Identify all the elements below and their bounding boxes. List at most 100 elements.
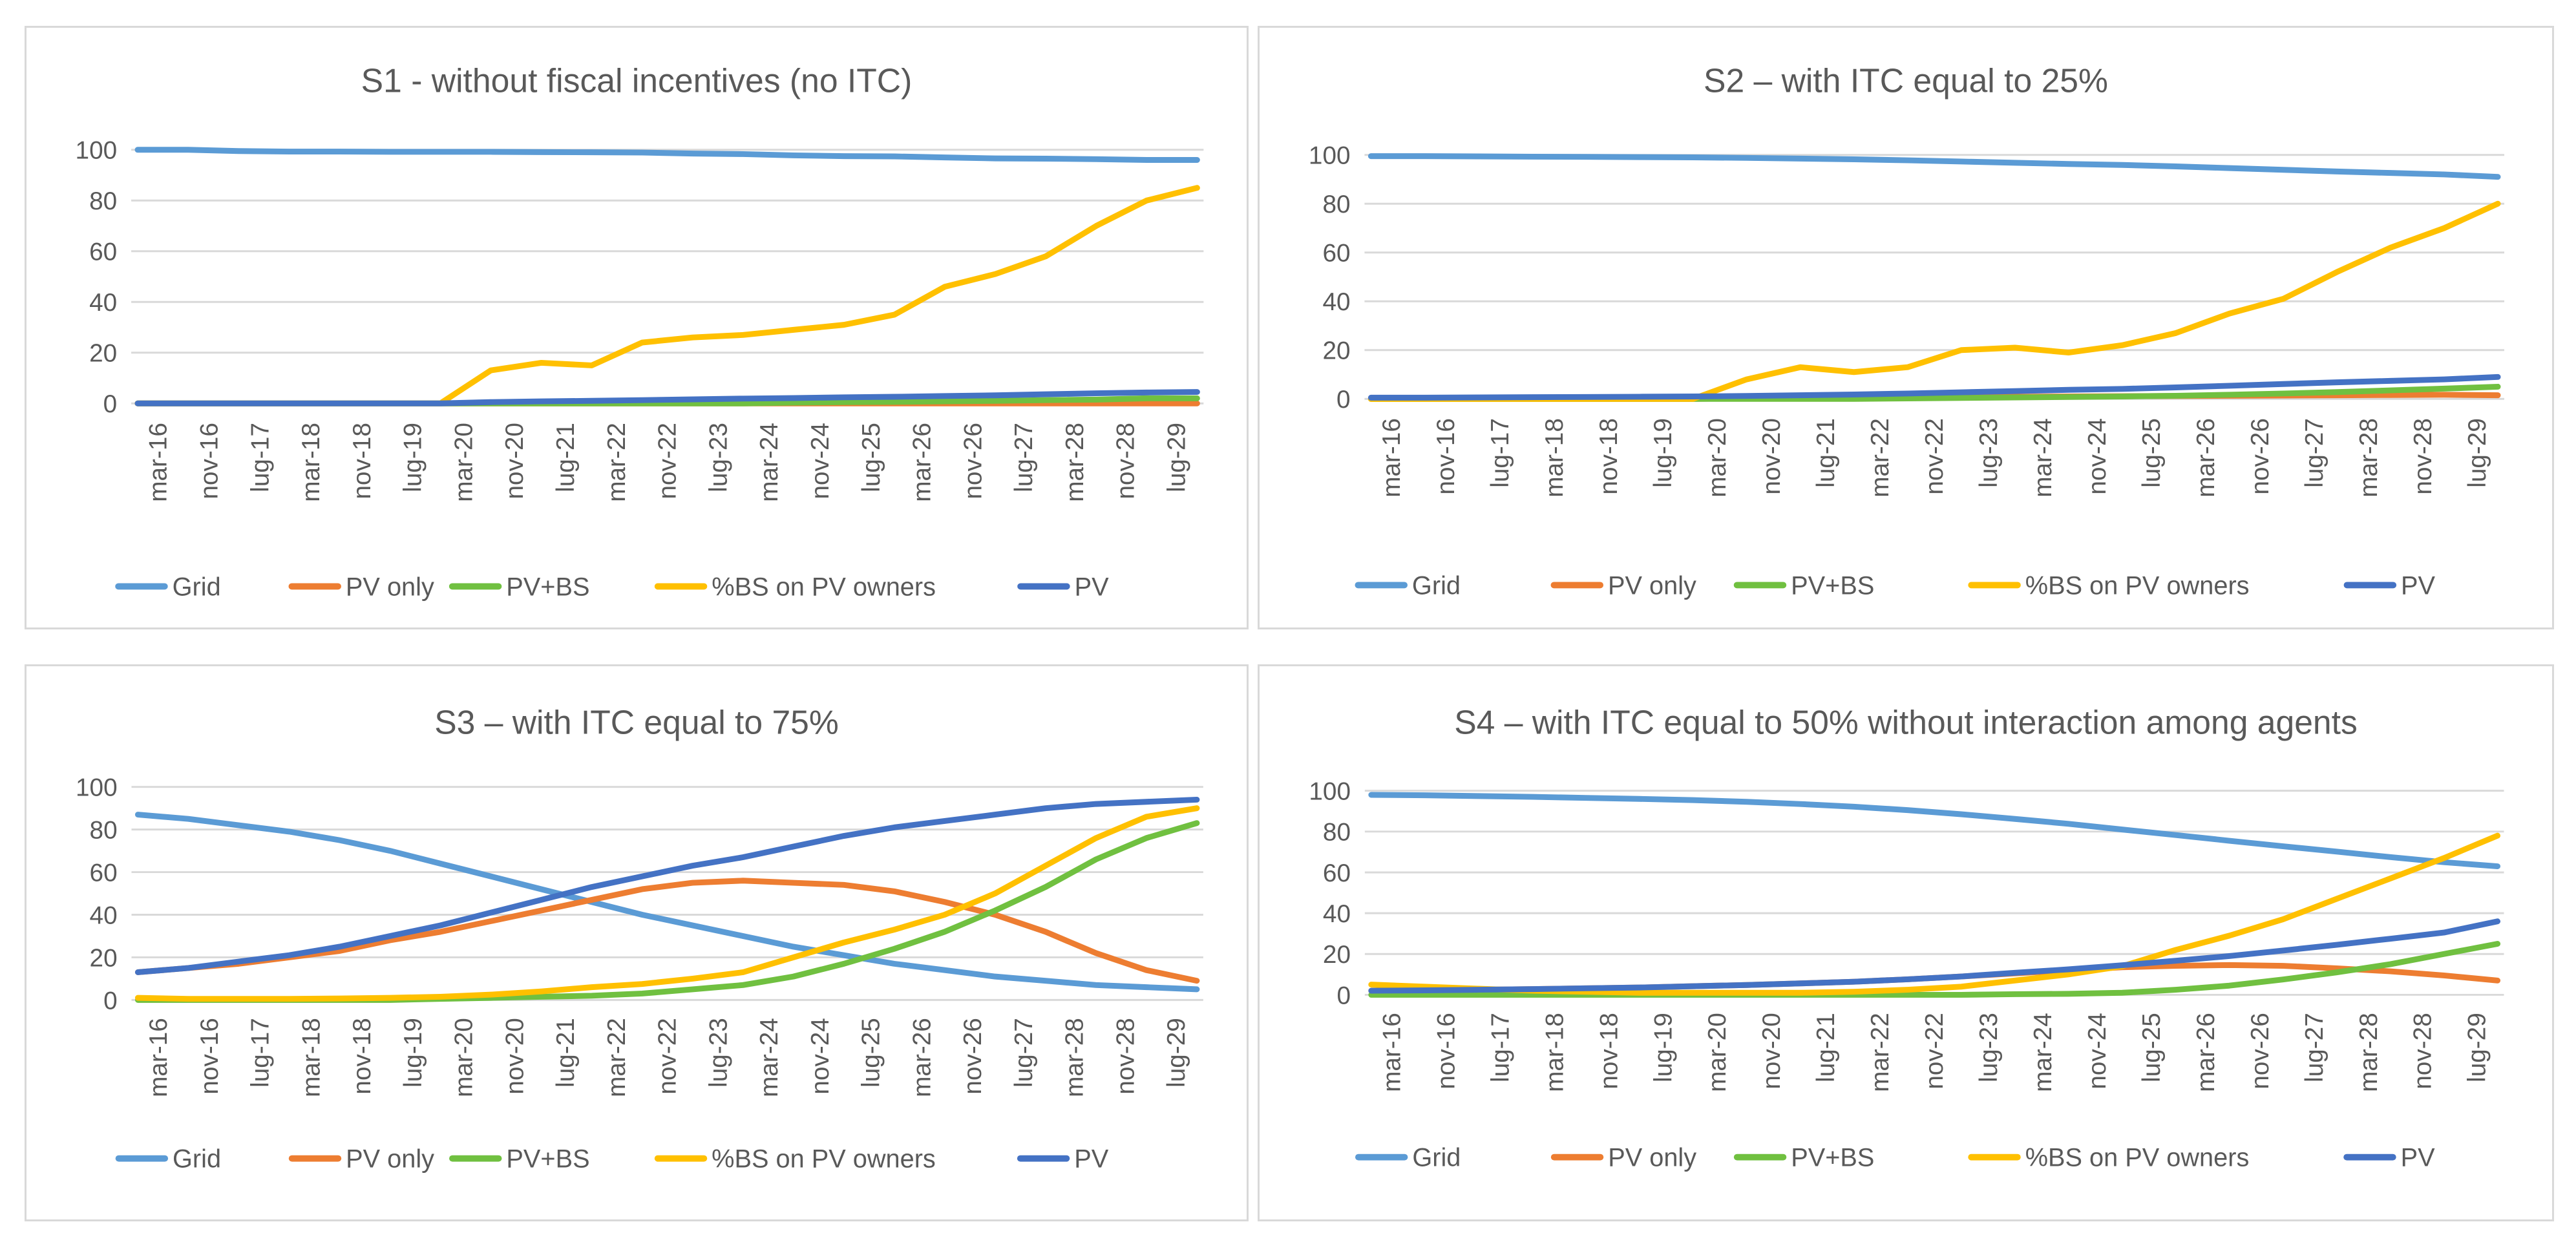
legend-label: PV <box>1074 1145 1108 1174</box>
y-tick-label: 80 <box>1322 191 1350 218</box>
x-tick-label: lug-23 <box>1975 418 2003 488</box>
series-line <box>134 820 1200 1003</box>
x-tick-label: mar-24 <box>2029 1013 2057 1092</box>
x-tick-label: mar-20 <box>450 423 478 502</box>
x-tick-label: lug-17 <box>247 1018 275 1088</box>
series-line <box>1368 792 2501 869</box>
x-tick-label: lug-23 <box>704 1018 732 1088</box>
x-tick-label: nov-16 <box>195 423 223 499</box>
y-tick-label: 60 <box>1322 240 1350 268</box>
legend-label: PV+BS <box>506 1145 589 1174</box>
x-tick-label: nov-24 <box>2084 418 2111 494</box>
x-tick-label: lug-21 <box>1812 1013 1840 1082</box>
chart-svg: S4 – with ITC equal to 50% without inter… <box>1309 703 2504 1172</box>
x-tick-label: mar-16 <box>1378 418 1406 498</box>
x-tick-label: mar-22 <box>603 1018 631 1097</box>
y-tick-label: 40 <box>1323 900 1351 928</box>
x-tick-label: mar-24 <box>2029 418 2057 498</box>
x-tick-label: mar-26 <box>909 423 936 502</box>
x-tick-label: nov-22 <box>1921 1013 1948 1089</box>
chart-panel-s4: S4 – with ITC equal to 50% without inter… <box>1258 664 2554 1221</box>
x-tick-label: nov-20 <box>1758 1013 1786 1089</box>
legend-label: PV only <box>1608 1144 1696 1172</box>
chart-panel-s2: S2 – with ITC equal to 25% 0 20 40 60 80 100 ma… <box>1258 26 2554 629</box>
series-line <box>1368 941 2501 998</box>
series-line <box>1368 918 2501 994</box>
x-tick-label: mar-22 <box>1866 1013 1894 1092</box>
x-tick-label: nov-28 <box>2409 418 2437 494</box>
x-tick-label: mar-24 <box>755 1018 783 1097</box>
x-tick-label: mar-28 <box>1061 1018 1089 1097</box>
legend-label: Grid <box>173 1145 221 1174</box>
y-tick-label: 100 <box>1309 142 1351 170</box>
legend-label: %BS on PV owners <box>2025 571 2250 600</box>
x-tick-label: mar-18 <box>1541 1013 1568 1092</box>
y-tick-label: 60 <box>1323 859 1351 887</box>
chart-svg: S3 – with ITC equal to 75% 0 20 40 60 80 100 ma… <box>76 703 1203 1174</box>
x-tick-label: nov-18 <box>1595 1013 1623 1089</box>
x-tick-label: mar-28 <box>2355 418 2383 498</box>
y-tick-label: 0 <box>103 987 118 1015</box>
legend-label: PV <box>1075 573 1110 601</box>
x-tick-label: lug-25 <box>2138 418 2166 488</box>
y-tick-label: 0 <box>1336 386 1351 414</box>
y-tick-label: 100 <box>76 137 118 165</box>
x-tick-label: nov-26 <box>2246 1013 2274 1089</box>
x-tick-label: lug-29 <box>1163 1018 1190 1088</box>
legend-label: PV only <box>1608 571 1696 600</box>
x-tick-label: nov-24 <box>807 1018 834 1094</box>
series-line <box>134 147 1200 163</box>
series-line <box>134 812 1200 993</box>
x-tick-label: nov-18 <box>348 1018 376 1094</box>
x-tick-label: lug-19 <box>1649 418 1677 488</box>
x-tick-label: lug-19 <box>399 423 427 492</box>
x-tick-label: lug-29 <box>2464 1013 2491 1082</box>
x-tick-label: lug-27 <box>2301 418 2328 488</box>
series-line <box>134 389 1200 406</box>
x-tick-label: nov-16 <box>1432 1013 1460 1089</box>
x-tick-label: nov-18 <box>1595 418 1623 494</box>
x-tick-label: lug-19 <box>399 1018 427 1088</box>
x-tick-label: lug-17 <box>246 423 274 492</box>
series-line <box>134 796 1200 975</box>
x-tick-label: mar-20 <box>450 1018 478 1097</box>
x-tick-label: mar-18 <box>1541 418 1568 498</box>
y-tick-label: 20 <box>90 944 118 972</box>
legend-label: %BS on PV owners <box>712 1145 936 1174</box>
x-tick-label: lug-27 <box>1010 1018 1038 1088</box>
x-tick-label: nov-22 <box>1921 418 1948 494</box>
y-tick-label: 40 <box>1322 288 1350 316</box>
y-tick-label: 80 <box>1323 819 1351 847</box>
x-tick-label: lug-25 <box>858 423 885 492</box>
x-tick-label: lug-23 <box>1975 1013 2003 1082</box>
x-tick-label: mar-28 <box>2355 1013 2383 1092</box>
x-tick-label: mar-26 <box>908 1018 936 1097</box>
x-tick-label: lug-25 <box>2138 1013 2166 1082</box>
x-tick-label: mar-20 <box>1704 1013 1731 1092</box>
x-tick-label: mar-22 <box>603 423 631 502</box>
x-tick-label: nov-26 <box>959 423 987 499</box>
x-tick-label: nov-24 <box>807 423 834 499</box>
x-tick-label: nov-22 <box>654 1018 682 1094</box>
x-tick-label: nov-28 <box>2409 1013 2437 1089</box>
y-tick-label: 100 <box>1309 778 1351 806</box>
y-tick-label: 0 <box>103 390 118 418</box>
x-tick-label: lug-29 <box>1163 423 1191 492</box>
x-tick-label: lug-29 <box>2464 418 2491 488</box>
x-tick-label: mar-26 <box>2192 418 2220 498</box>
legend-label: PV <box>2401 1144 2435 1172</box>
x-tick-label: mar-24 <box>755 423 783 502</box>
y-tick-label: 60 <box>90 859 118 887</box>
x-tick-label: mar-20 <box>1704 418 1731 498</box>
chart-title: S2 – with ITC equal to 25% <box>1704 61 2108 99</box>
x-tick-label: nov-26 <box>959 1018 987 1094</box>
y-tick-label: 100 <box>76 774 118 802</box>
x-tick-label: lug-27 <box>2301 1013 2328 1082</box>
x-tick-label: nov-16 <box>196 1018 224 1094</box>
legend-label: PV only <box>346 573 434 601</box>
x-tick-label: lug-17 <box>1486 418 1514 488</box>
x-tick-label: mar-22 <box>1866 418 1894 498</box>
x-tick-label: lug-21 <box>552 423 580 492</box>
x-tick-label: mar-16 <box>145 1018 173 1097</box>
legend-label: Grid <box>1412 571 1461 600</box>
